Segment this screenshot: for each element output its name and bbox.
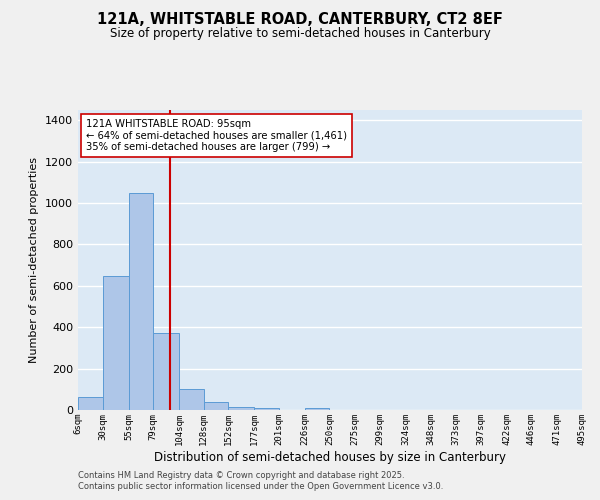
- Bar: [128, 193, 153, 410]
- Text: Contains public sector information licensed under the Open Government Licence v3: Contains public sector information licen…: [78, 482, 443, 491]
- Bar: [229, 407, 254, 410]
- Bar: [153, 334, 179, 410]
- Bar: [254, 408, 279, 410]
- Bar: [179, 390, 204, 410]
- Bar: [103, 276, 128, 410]
- Text: Size of property relative to semi-detached houses in Canterbury: Size of property relative to semi-detach…: [110, 28, 490, 40]
- X-axis label: Distribution of semi-detached houses by size in Canterbury: Distribution of semi-detached houses by …: [154, 450, 506, 464]
- Bar: [305, 408, 329, 410]
- Text: 121A, WHITSTABLE ROAD, CANTERBURY, CT2 8EF: 121A, WHITSTABLE ROAD, CANTERBURY, CT2 8…: [97, 12, 503, 28]
- Bar: [204, 402, 229, 410]
- Bar: [78, 396, 103, 410]
- Y-axis label: Number of semi-detached properties: Number of semi-detached properties: [29, 157, 40, 363]
- Text: 121A WHITSTABLE ROAD: 95sqm
← 64% of semi-detached houses are smaller (1,461)
35: 121A WHITSTABLE ROAD: 95sqm ← 64% of sem…: [86, 119, 347, 152]
- Text: Contains HM Land Registry data © Crown copyright and database right 2025.: Contains HM Land Registry data © Crown c…: [78, 470, 404, 480]
